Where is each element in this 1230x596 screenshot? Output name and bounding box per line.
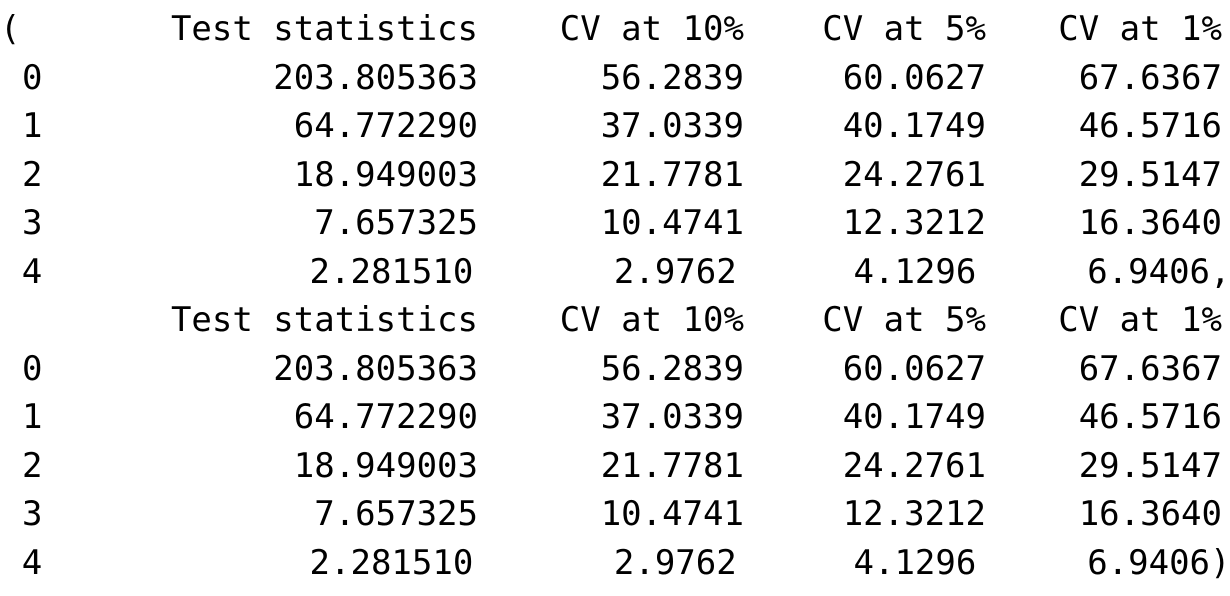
cv-5-value: 40.1749 — [842, 106, 986, 146]
row-index: 2 — [22, 154, 43, 195]
cv-10-value: 10.4741 — [600, 203, 744, 243]
cv-10-value: 10.4741 — [600, 494, 744, 534]
table-row: 4 2.281510 2.9762 4.1296 6.9406 , — [0, 248, 1230, 297]
test-statistic-value: 203.805363 — [273, 57, 478, 98]
table-row: 2 18.949003 21.7781 24.2761 29.5147 — [0, 442, 1230, 491]
cv-5-value: 24.2761 — [842, 445, 986, 486]
cv-5-value: 12.3212 — [842, 203, 986, 243]
row-index: 2 — [22, 445, 43, 486]
cv-10-value: 21.7781 — [600, 445, 744, 486]
test-statistic-value: 18.949003 — [293, 154, 478, 195]
column-header-cv-10: CV at 10% — [559, 300, 744, 340]
cv-1-value: 67.6367 — [1078, 348, 1222, 389]
cv-5-value: 40.1749 — [842, 397, 986, 437]
column-header-test-statistics: Test statistics — [170, 9, 478, 49]
test-statistic-value: 7.657325 — [314, 494, 478, 534]
cv-1-value: 6.9406 — [1087, 542, 1211, 583]
test-statistic-value: 2.281510 — [309, 542, 474, 583]
cv-1-value: 6.9406 — [1087, 251, 1211, 292]
test-statistic-value: 18.949003 — [293, 445, 478, 486]
test-statistic-value: 64.772290 — [293, 106, 478, 146]
table-row: 2 18.949003 21.7781 24.2761 29.5147 — [0, 151, 1230, 200]
table-row: 3 7.657325 10.4741 12.3212 16.3640 — [0, 490, 1230, 539]
tuple-separator: , — [1210, 251, 1230, 292]
table-row: 3 7.657325 10.4741 12.3212 16.3640 — [0, 199, 1230, 248]
row-index: 0 — [22, 57, 43, 98]
cv-10-value: 2.9762 — [613, 251, 737, 292]
row-index: 3 — [22, 494, 43, 534]
cv-10-value: 21.7781 — [600, 154, 744, 195]
row-index: 4 — [21, 251, 43, 292]
row-index: 1 — [22, 106, 43, 146]
table-row: 4 2.281510 2.9762 4.1296 6.9406 ) — [0, 539, 1230, 588]
cv-10-value: 2.9762 — [613, 542, 737, 583]
row-index: 3 — [22, 203, 43, 243]
cv-5-value: 60.0627 — [842, 348, 986, 389]
table-row: 0 203.805363 56.2839 60.0627 67.6367 — [0, 345, 1230, 394]
table-header-row: Test statistics CV at 10% CV at 5% CV at… — [0, 296, 1230, 345]
cv-5-value: 12.3212 — [842, 494, 986, 534]
column-header-cv-1: CV at 1% — [1058, 9, 1222, 49]
test-statistic-value: 203.805363 — [273, 348, 478, 389]
close-paren: ) — [1210, 542, 1230, 583]
cv-1-value: 16.3640 — [1078, 203, 1222, 243]
open-paren: ( — [0, 9, 21, 49]
test-statistic-value: 2.281510 — [309, 251, 474, 292]
cv-1-value: 29.5147 — [1078, 154, 1222, 195]
cv-1-value: 67.6367 — [1078, 57, 1222, 98]
row-index: 4 — [21, 542, 43, 583]
cv-10-value: 37.0339 — [600, 106, 744, 146]
table-row: 1 64.772290 37.0339 40.1749 46.5716 — [0, 102, 1230, 151]
column-header-cv-10: CV at 10% — [559, 9, 744, 49]
cv-1-value: 16.3640 — [1078, 494, 1222, 534]
test-statistic-value: 7.657325 — [314, 203, 478, 243]
row-index: 0 — [22, 348, 43, 389]
cv-5-value: 60.0627 — [842, 57, 986, 98]
cv-10-value: 37.0339 — [600, 397, 744, 437]
column-header-cv-5: CV at 5% — [822, 9, 986, 49]
cv-10-value: 56.2839 — [600, 57, 744, 98]
table-row: 1 64.772290 37.0339 40.1749 46.5716 — [0, 393, 1230, 442]
cv-5-value: 4.1296 — [853, 251, 977, 292]
cv-5-value: 4.1296 — [853, 542, 977, 583]
cv-1-value: 46.5716 — [1078, 106, 1222, 146]
cv-1-value: 29.5147 — [1078, 445, 1222, 486]
column-header-cv-1: CV at 1% — [1058, 300, 1222, 340]
table-row: 0 203.805363 56.2839 60.0627 67.6367 — [0, 54, 1230, 103]
row-index: 1 — [22, 397, 43, 437]
column-header-cv-5: CV at 5% — [822, 300, 986, 340]
test-statistic-value: 64.772290 — [293, 397, 478, 437]
cv-10-value: 56.2839 — [600, 348, 744, 389]
cv-1-value: 46.5716 — [1078, 397, 1222, 437]
cv-5-value: 24.2761 — [842, 154, 986, 195]
table-header-row: ( Test statistics CV at 10% CV at 5% CV … — [0, 5, 1230, 54]
column-header-test-statistics: Test statistics — [170, 300, 478, 340]
